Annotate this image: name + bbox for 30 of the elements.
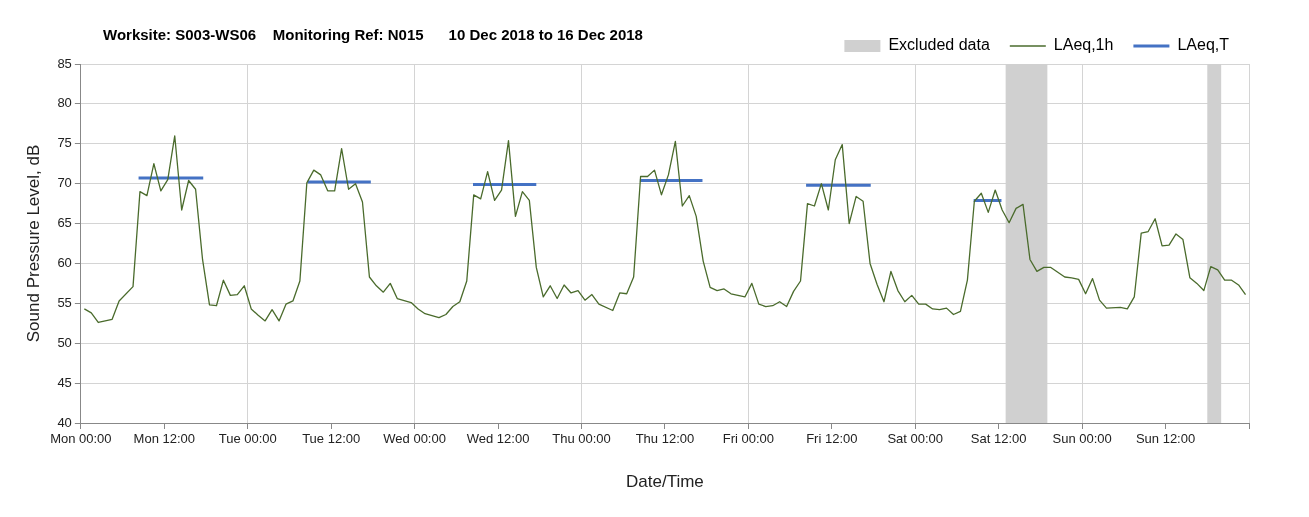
x-tick-label: Tue 00:00 bbox=[218, 431, 277, 447]
y-tick-label: 40 bbox=[57, 414, 72, 430]
x-tick-label: Thu 00:00 bbox=[552, 431, 611, 447]
y-tick-label: 45 bbox=[57, 374, 72, 390]
legend-label: Excluded data bbox=[888, 36, 990, 54]
x-tick-label: Fri 00:00 bbox=[722, 431, 775, 447]
y-axis-title: Sound Pressure Level, dB bbox=[23, 144, 43, 343]
y-tick-label: 80 bbox=[57, 95, 72, 111]
y-tick-label: 55 bbox=[57, 294, 72, 310]
x-tick-label: Fri 12:00 bbox=[806, 431, 858, 447]
y-tick-label: 75 bbox=[57, 135, 72, 151]
x-axis-title: Date/Time bbox=[626, 472, 704, 492]
y-tick-label: 65 bbox=[57, 215, 72, 231]
y-tick-label: 60 bbox=[57, 255, 72, 271]
x-tick-label: Sun 12:00 bbox=[1135, 431, 1196, 447]
x-tick-label: Mon 00:00 bbox=[50, 431, 112, 447]
x-tick-label: Mon 12:00 bbox=[133, 431, 196, 447]
x-tick-label: Tue 12:00 bbox=[302, 431, 361, 447]
legend-label: LAeq,T bbox=[1177, 36, 1230, 54]
x-tick-label: Thu 12:00 bbox=[635, 431, 695, 447]
legend-label: LAeq,1h bbox=[1053, 36, 1114, 54]
y-tick-label: 50 bbox=[57, 334, 72, 350]
chart-title: Worksite: S003-WS06 Monitoring Ref: N015 10 Dec 2018 to 16 Dec 2018 bbox=[103, 26, 643, 43]
y-tick-label: 70 bbox=[57, 175, 72, 191]
x-tick-label: Sat 12:00 bbox=[970, 431, 1027, 447]
x-tick-label: Wed 12:00 bbox=[466, 431, 530, 447]
y-tick-label: 85 bbox=[57, 55, 72, 71]
x-tick-label: Wed 00:00 bbox=[383, 431, 446, 447]
x-tick-label: Sat 00:00 bbox=[887, 431, 944, 447]
x-tick-label: Sun 00:00 bbox=[1052, 431, 1112, 447]
